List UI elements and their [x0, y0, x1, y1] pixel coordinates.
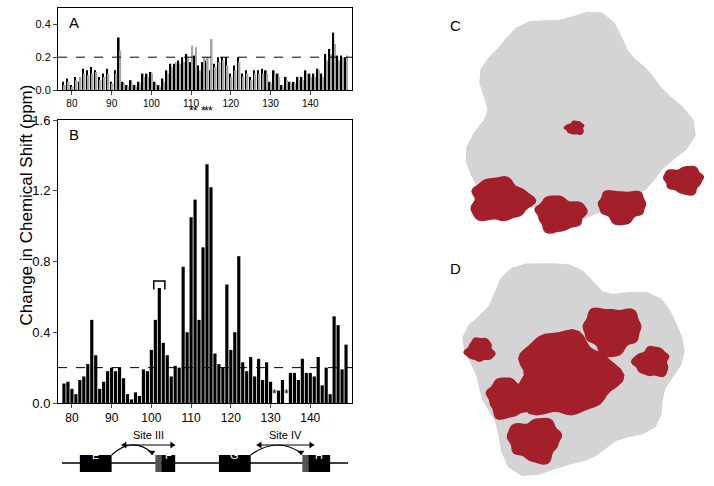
- svg-text:130: 130: [262, 98, 279, 109]
- svg-text:Site IV: Site IV: [269, 429, 302, 441]
- svg-text:0.0: 0.0: [36, 84, 51, 96]
- svg-text:100: 100: [143, 98, 160, 109]
- svg-text:*: *: [208, 104, 213, 118]
- svg-text:140: 140: [302, 98, 319, 109]
- svg-text:*: *: [204, 104, 209, 118]
- svg-text:0.0: 0.0: [32, 396, 50, 411]
- svg-text:110: 110: [182, 411, 201, 425]
- svg-text:1.2: 1.2: [32, 183, 50, 198]
- svg-text:120: 120: [222, 98, 239, 109]
- svg-text:0.4: 0.4: [32, 325, 50, 340]
- svg-text:*: *: [189, 104, 194, 118]
- svg-text:E: E: [92, 449, 99, 461]
- svg-text:1.6: 1.6: [32, 113, 50, 128]
- svg-text:0.4: 0.4: [36, 18, 51, 30]
- svg-text:0.2: 0.2: [36, 51, 51, 63]
- svg-text:A: A: [69, 14, 79, 31]
- svg-text:C: C: [450, 17, 461, 34]
- svg-text:110: 110: [183, 98, 199, 109]
- svg-text:100: 100: [141, 411, 161, 425]
- svg-text:*: *: [193, 104, 198, 118]
- svg-text:H: H: [315, 449, 323, 461]
- svg-text:130: 130: [261, 411, 281, 425]
- svg-text:*: *: [201, 104, 206, 118]
- svg-text:F: F: [165, 449, 172, 461]
- svg-text:90: 90: [106, 98, 118, 109]
- svg-text:0.8: 0.8: [32, 254, 50, 269]
- svg-text:120: 120: [221, 411, 241, 425]
- svg-text:D: D: [450, 260, 461, 277]
- svg-text:Site III: Site III: [133, 429, 164, 441]
- svg-text:*: *: [284, 387, 289, 401]
- svg-text:140: 140: [300, 411, 320, 425]
- svg-text:*: *: [272, 387, 277, 401]
- svg-text:Change in Chemical Shift (ppm): Change in Chemical Shift (ppm): [17, 85, 36, 326]
- svg-text:G: G: [230, 449, 239, 461]
- svg-text:90: 90: [105, 411, 119, 425]
- svg-text:80: 80: [65, 411, 79, 425]
- svg-text:80: 80: [66, 98, 78, 109]
- svg-text:B: B: [69, 126, 79, 143]
